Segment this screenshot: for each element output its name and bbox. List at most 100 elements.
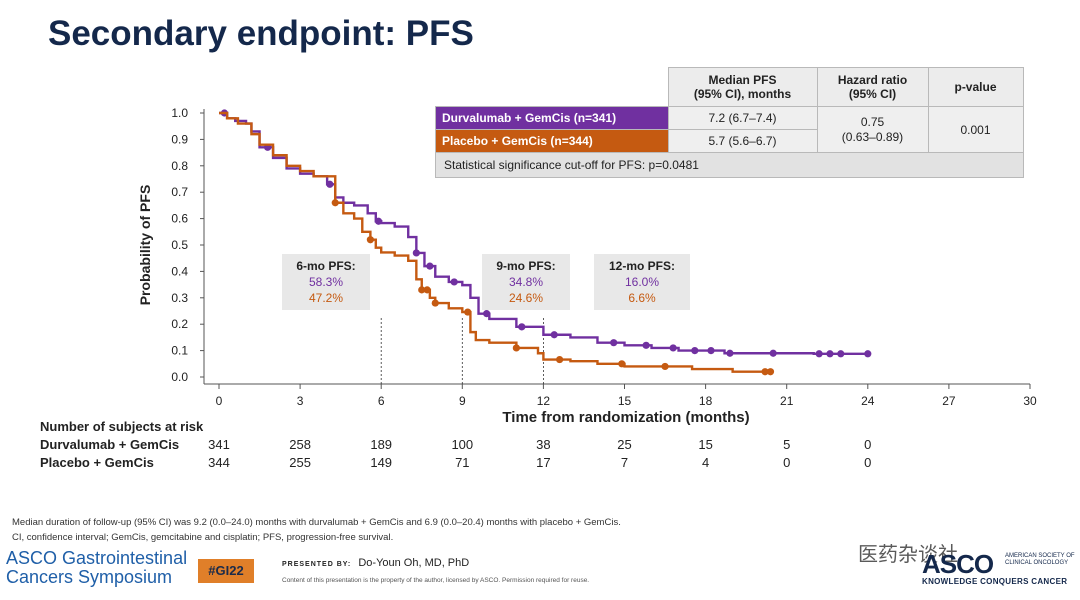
risk-label-placebo: Placebo + GemCis: [40, 455, 154, 470]
risk-count: 7: [620, 455, 629, 470]
censor-mark: [512, 344, 520, 352]
risk-count: 38: [536, 437, 551, 452]
censor-mark: [426, 262, 434, 270]
y-tick-label: 0.2: [171, 317, 188, 331]
p-value: 0.001: [927, 106, 1024, 153]
risk-count: 149: [370, 455, 393, 470]
y-tick-label: 1.0: [171, 106, 188, 120]
x-tick-label: 12: [537, 394, 551, 408]
pfs-box-6mo: 6-mo PFS: 58.3% 47.2%: [282, 254, 370, 310]
x-tick-label: 3: [297, 394, 304, 408]
risk-table-title: Number of subjects at risk: [40, 419, 204, 434]
risk-count: 15: [698, 437, 713, 452]
censor-mark: [366, 236, 374, 244]
hazard-ratio-value: 0.75 (0.63–0.89): [816, 106, 929, 153]
median-durvalumab: 7.2 (6.7–7.4): [667, 106, 818, 130]
col-p-value: p-value: [927, 67, 1024, 107]
risk-count: 25: [617, 437, 632, 452]
pfs-durva-value: 58.3%: [308, 275, 344, 289]
asco-tagline: KNOWLEDGE CONQUERS CANCER: [922, 577, 1068, 586]
table-header-row: Median PFS (95% CI), months Hazard ratio…: [435, 67, 1024, 107]
censor-mark: [761, 368, 769, 376]
censor-mark: [550, 331, 558, 339]
pfs-durva-value: 34.8%: [508, 275, 544, 289]
pfs-box-label: 12-mo PFS:: [608, 259, 675, 273]
presented-by: PRESENTED BY: Do-Youn Oh, MD, PhD: [282, 557, 469, 569]
significance-note: Statistical significance cut-off for PFS…: [435, 152, 1024, 178]
risk-count: 100: [451, 437, 474, 452]
arm-placebo: Placebo + GemCis (n=344): [435, 129, 669, 153]
censor-mark: [766, 368, 775, 376]
risk-count: 341: [208, 437, 230, 452]
symposium-line1: ASCO Gastrointestinal: [6, 548, 188, 568]
pfs-placebo-value: 24.6%: [508, 291, 544, 305]
censor-mark: [610, 339, 618, 347]
censor-mark: [837, 350, 845, 358]
table-footer-row: Statistical significance cut-off for PFS…: [435, 152, 1024, 178]
risk-count: 17: [536, 455, 551, 470]
censor-mark: [669, 344, 677, 352]
col-hazard-ratio: Hazard ratio (95% CI): [816, 67, 929, 107]
risk-label-durvalumab: Durvalumab + GemCis: [40, 437, 180, 452]
km-curve-placebo: [219, 111, 771, 373]
pfs-box-label: 9-mo PFS:: [496, 259, 556, 273]
table-row: Durvalumab + GemCis (n=341) 7.2 (6.7–7.4…: [435, 106, 1024, 153]
pfs-placebo-value: 47.2%: [308, 291, 344, 305]
censor-mark: [412, 249, 420, 257]
x-tick-label: 15: [618, 394, 632, 408]
x-tick-label: 21: [780, 394, 794, 408]
censor-mark: [464, 308, 472, 316]
km-curve-durvalumab: [219, 111, 868, 355]
y-tick-label: 0.5: [171, 238, 188, 252]
symposium-logo: ASCO Gastrointestinal Cancers Symposium: [6, 549, 187, 587]
x-tick-label: 9: [459, 394, 466, 408]
censor-mark: [815, 350, 823, 358]
risk-count: 71: [455, 455, 470, 470]
results-table: Median PFS (95% CI), months Hazard ratio…: [435, 67, 1024, 178]
footnote-abbreviations: CI, confidence interval; GemCis, gemcita…: [12, 532, 394, 543]
censor-mark: [642, 341, 650, 349]
y-tick-label: 0.1: [171, 344, 188, 358]
censor-mark: [450, 278, 458, 286]
censor-mark: [618, 360, 626, 368]
censor-mark: [691, 347, 699, 355]
censor-mark: [374, 217, 383, 225]
censor-mark: [326, 180, 334, 188]
table-header-empty: [435, 67, 669, 107]
risk-count: 344: [208, 455, 230, 470]
censor-mark: [331, 199, 339, 207]
table-row: Placebo + GemCis (n=344) 5.7 (5.6–6.7): [435, 129, 1024, 153]
censor-mark: [418, 286, 426, 294]
slide-title: Secondary endpoint: PFS: [48, 14, 474, 53]
footnote-followup: Median duration of follow-up (95% CI) wa…: [12, 517, 621, 528]
content-note: Content of this presentation is the prop…: [282, 577, 590, 584]
censor-mark: [556, 355, 564, 364]
pfs-box-label: 6-mo PFS:: [296, 259, 356, 273]
asco-society-name: AMERICAN SOCIETY OF CLINICAL ONCOLOGY: [1005, 553, 1075, 566]
symposium-line2: Cancers Symposium: [6, 567, 173, 587]
y-tick-label: 0.7: [171, 185, 188, 199]
risk-count: 5: [783, 437, 791, 452]
x-tick-label: 6: [378, 394, 385, 408]
y-tick-label: 0.9: [171, 132, 188, 146]
risk-count: 0: [864, 437, 872, 452]
y-tick-label: 0.4: [171, 264, 188, 278]
risk-count: 189: [370, 437, 393, 452]
censor-mark: [661, 362, 669, 371]
x-tick-label: 18: [699, 394, 713, 408]
asco-logo: ASCO: [922, 549, 994, 579]
pfs-durva-value: 16.0%: [624, 275, 660, 289]
y-tick-label: 0.0: [171, 370, 188, 384]
watermark: 医药杂谈社: [858, 544, 958, 566]
arm-durvalumab: Durvalumab + GemCis (n=341): [435, 106, 669, 130]
censor-mark: [707, 347, 715, 355]
censor-mark: [864, 350, 872, 358]
censor-mark: [431, 299, 439, 307]
x-axis-label: Time from randomization (months): [502, 409, 750, 426]
risk-count: 0: [864, 455, 872, 470]
x-tick-label: 24: [861, 394, 875, 408]
pfs-box-12mo: 12-mo PFS: 16.0% 6.6%: [594, 254, 690, 310]
censor-mark: [826, 350, 834, 358]
y-tick-label: 0.6: [171, 212, 188, 226]
